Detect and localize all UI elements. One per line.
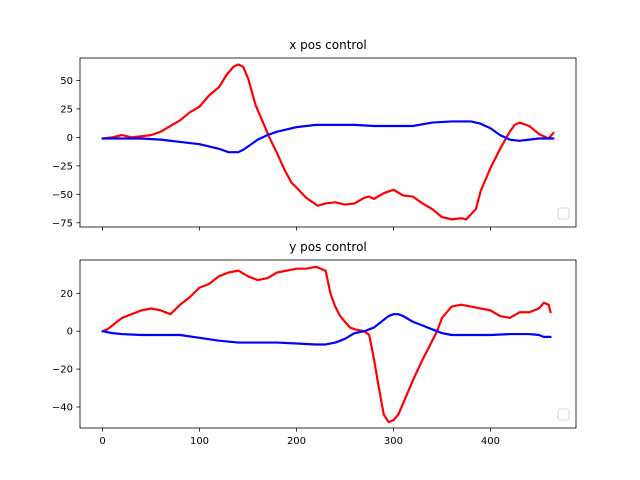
x-pos-control-title: x pos control (289, 38, 367, 52)
y-pos-control-x-tick-label: 400 (481, 436, 500, 447)
x-pos-control-frame (79, 57, 577, 228)
y-pos-control-y-tick-label: −40 (52, 402, 73, 413)
y-pos-control-x-ticks: 0 100 200 300 400 (99, 428, 500, 447)
y-pos-control-y-ticks: −40 −20 0 20 (52, 289, 80, 413)
x-pos-control-legend (557, 207, 570, 220)
x-pos-control-y-tick-label: −25 (52, 161, 73, 172)
y-pos-control-y-tick-label: −20 (52, 365, 73, 376)
x-pos-control-series-1-line (101, 63, 555, 221)
y-pos-control-y-tick-label: 0 (67, 327, 73, 338)
x-pos-control-y-tick-label: −50 (52, 190, 73, 201)
x-pos-control-axes: x pos control −75 −50 −25 0 25 50 (52, 38, 577, 231)
y-pos-control-title: y pos control (289, 240, 367, 254)
y-pos-control-axes: y pos control 0 100 200 300 400 −40 −20 0 20 (52, 240, 577, 447)
y-pos-control-frame (79, 259, 577, 429)
y-pos-control-x-tick-label: 200 (287, 436, 306, 447)
x-pos-control-y-tick-label: 50 (60, 76, 73, 87)
x-pos-control-x-ticks (102, 227, 491, 231)
x-pos-control-series-2-line (101, 120, 555, 154)
y-pos-control-x-tick-label: 0 (99, 436, 105, 447)
x-pos-control-series (101, 63, 555, 221)
x-pos-control-y-tick-label: 0 (67, 133, 73, 144)
y-pos-control-series-2-line (101, 313, 552, 346)
y-pos-control-series-1-line (101, 265, 552, 424)
y-pos-control-y-tick-label: 20 (60, 289, 73, 300)
y-pos-control-legend (557, 408, 570, 421)
y-pos-control-x-tick-label: 300 (384, 436, 403, 447)
x-pos-control-y-tick-label: −75 (52, 218, 73, 229)
x-pos-control-y-tick-label: 25 (60, 104, 73, 115)
x-pos-control-y-ticks: −75 −50 −25 0 25 50 (52, 76, 80, 229)
y-pos-control-series (101, 265, 552, 424)
y-pos-control-x-tick-label: 100 (190, 436, 209, 447)
